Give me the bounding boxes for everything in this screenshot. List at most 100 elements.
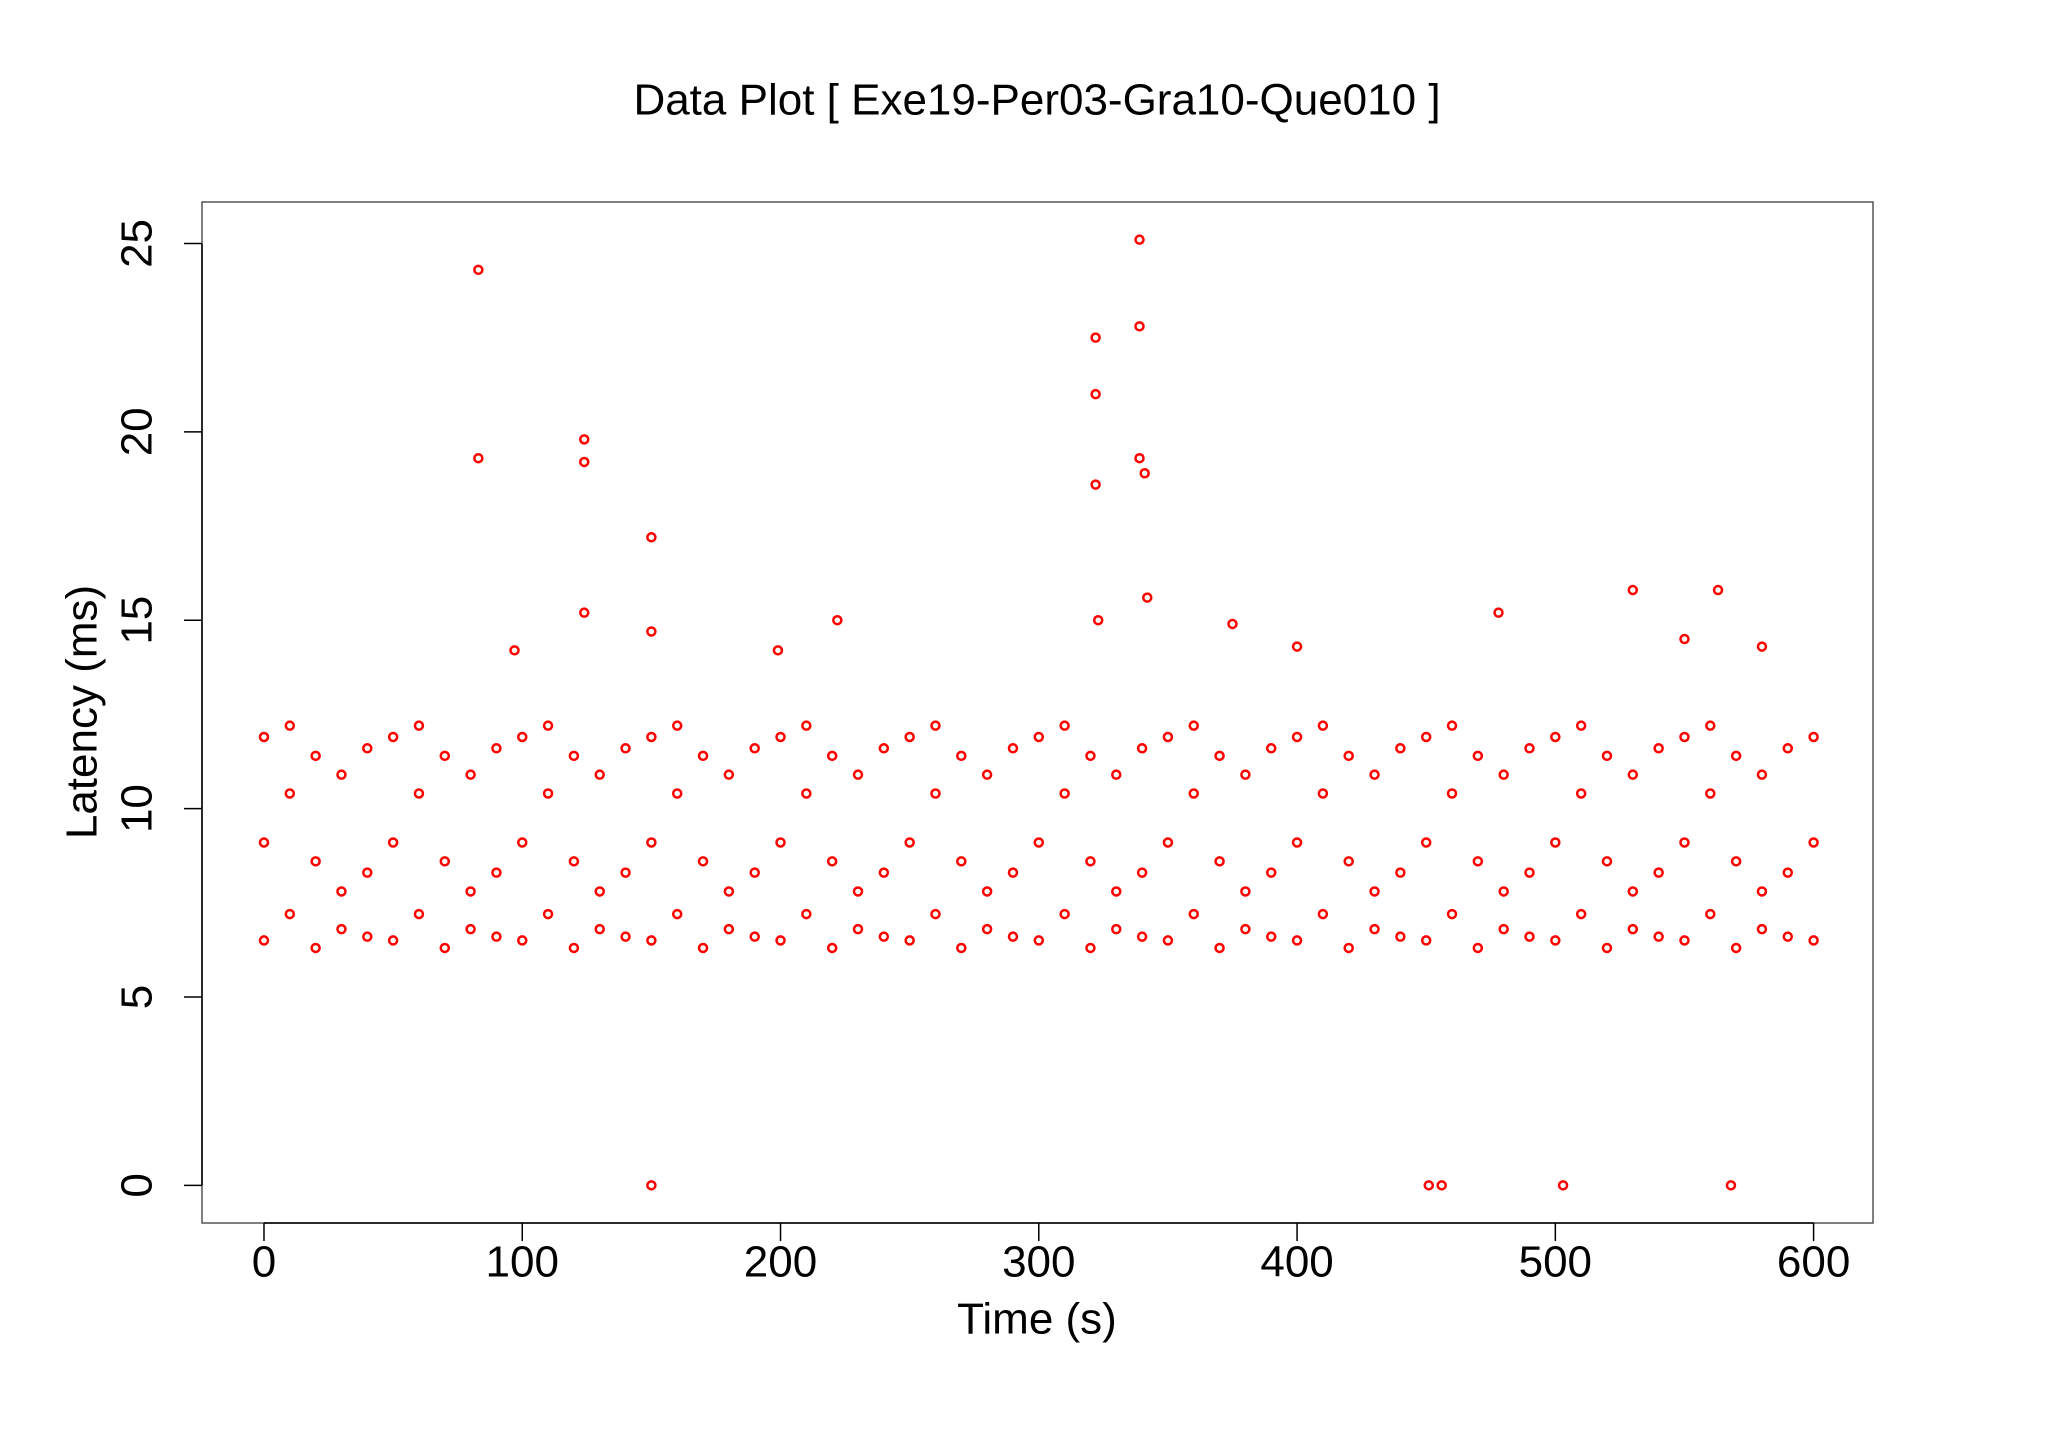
point: [362, 743, 373, 754]
point: [1653, 867, 1664, 878]
point: [723, 886, 735, 897]
point: [646, 731, 657, 743]
point: [697, 750, 709, 762]
point: [1136, 931, 1148, 942]
point: [826, 856, 838, 867]
point: [1162, 731, 1174, 743]
point: [801, 788, 812, 799]
point: [1550, 935, 1561, 946]
point: [1705, 908, 1716, 920]
point: [1291, 837, 1303, 848]
point: [749, 931, 760, 942]
x-axis-label: Time (s): [957, 1295, 1117, 1344]
point: [1214, 750, 1225, 762]
point: [1550, 731, 1561, 743]
point: [1730, 750, 1742, 762]
point: [1498, 886, 1509, 897]
point: [1420, 837, 1432, 848]
point: [568, 856, 580, 867]
point: [1085, 856, 1096, 867]
point: [1679, 837, 1690, 848]
point: [1033, 935, 1045, 946]
point: [465, 769, 476, 780]
point: [1679, 935, 1690, 946]
point: [1627, 584, 1639, 596]
point: [646, 626, 657, 637]
point: [1601, 856, 1613, 867]
point: [1395, 931, 1406, 942]
point: [1653, 931, 1664, 942]
point: [772, 645, 784, 656]
point: [697, 942, 709, 954]
point: [284, 720, 296, 731]
point: [620, 743, 631, 754]
point: [1498, 769, 1509, 780]
point: [1557, 1180, 1569, 1191]
point: [1059, 788, 1070, 799]
point: [1730, 856, 1742, 867]
point: [1162, 837, 1174, 848]
point: [1291, 641, 1303, 652]
point: [723, 923, 735, 935]
point: [310, 856, 321, 867]
y-axis-label: Latency (ms): [58, 585, 107, 839]
y-tick-label: 10: [113, 784, 162, 833]
point: [1782, 867, 1794, 878]
point: [1111, 923, 1122, 935]
point: [1136, 743, 1148, 754]
point: [878, 867, 890, 878]
point: [1420, 935, 1432, 946]
point: [336, 886, 347, 897]
point: [646, 837, 657, 848]
point: [1142, 592, 1153, 603]
point: [1007, 867, 1019, 878]
point: [491, 931, 502, 942]
point: [310, 942, 321, 954]
point: [1472, 856, 1484, 867]
point: [1782, 743, 1794, 754]
point: [1730, 942, 1742, 954]
point: [1575, 908, 1587, 920]
x-tick-label: 200: [744, 1238, 817, 1287]
point: [1395, 743, 1406, 754]
point: [387, 935, 399, 946]
point: [671, 908, 683, 920]
point: [1524, 743, 1535, 754]
point: [1111, 769, 1122, 780]
point: [1240, 769, 1251, 780]
point: [284, 908, 296, 920]
point: [1725, 1180, 1737, 1191]
point: [336, 769, 347, 780]
point: [1524, 931, 1535, 942]
point: [387, 731, 399, 743]
point: [646, 935, 657, 946]
point: [1679, 731, 1690, 743]
point: [801, 720, 812, 731]
point: [904, 935, 915, 946]
point: [671, 720, 683, 731]
point: [1705, 720, 1716, 731]
point: [465, 886, 476, 897]
point: [1653, 743, 1664, 754]
point: [1343, 856, 1354, 867]
point: [801, 908, 812, 920]
point: [465, 923, 476, 935]
point: [1550, 837, 1561, 848]
point: [1575, 788, 1587, 799]
point: [1705, 788, 1716, 799]
point: [1493, 607, 1504, 618]
point: [1782, 931, 1794, 942]
point: [1395, 867, 1406, 878]
point: [1291, 731, 1303, 743]
point: [775, 837, 786, 848]
point: [852, 923, 864, 935]
point: [1007, 931, 1019, 942]
point: [1808, 731, 1819, 743]
point: [904, 837, 915, 848]
point: [1601, 750, 1613, 762]
point: [1085, 942, 1096, 954]
point: [1291, 935, 1303, 946]
point: [1134, 234, 1145, 245]
point: [1317, 720, 1329, 731]
point: [1265, 867, 1277, 878]
